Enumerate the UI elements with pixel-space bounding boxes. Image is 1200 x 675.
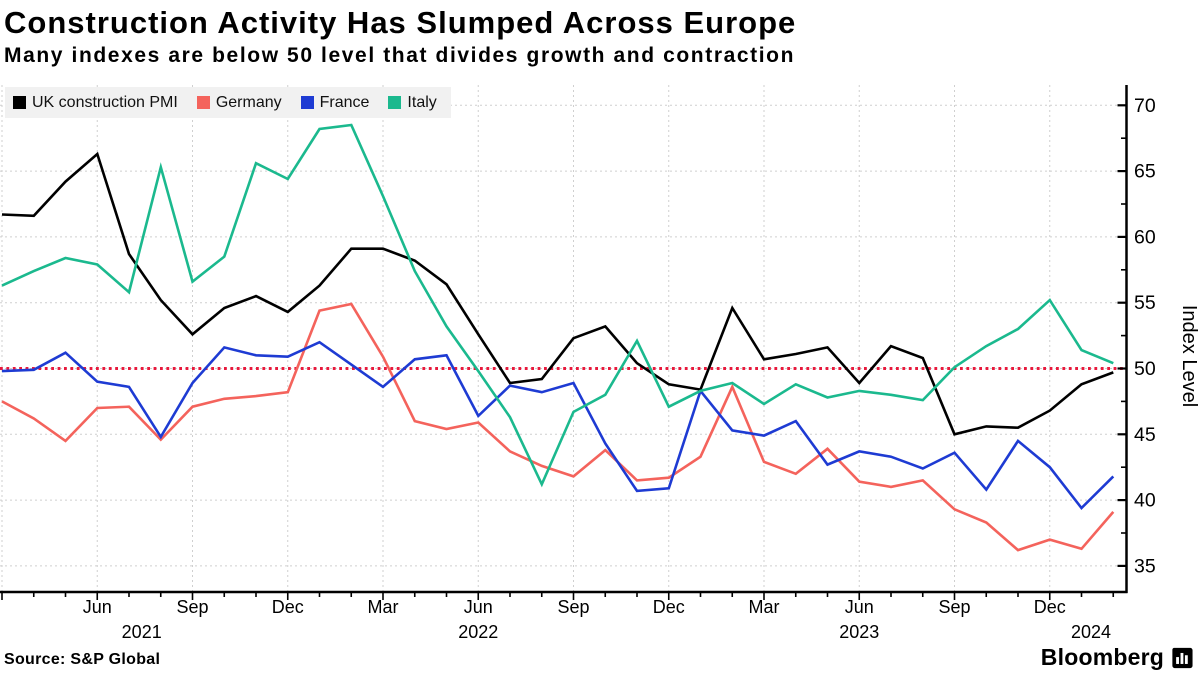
x-tick-label: Dec: [1034, 597, 1066, 617]
legend-item-france: France: [300, 93, 370, 112]
y-tick-label: 65: [1134, 161, 1156, 183]
x-year-label: 2022: [458, 622, 498, 642]
y-tick-label: 55: [1134, 292, 1156, 314]
legend-label-italy: Italy: [407, 93, 437, 111]
y-tick-label: 35: [1134, 555, 1156, 577]
legend-swatch-germany: [196, 96, 210, 109]
legend-swatch-uk: [13, 96, 26, 109]
legend-label-france: France: [319, 93, 370, 111]
chart-subtitle: Many indexes are below 50 level that div…: [4, 44, 796, 67]
x-year-label: 2023: [839, 622, 879, 642]
x-tick-label: Dec: [653, 597, 685, 617]
y-tick-label: 70: [1134, 95, 1156, 117]
x-year-label: 2024: [1071, 622, 1111, 642]
x-tick-label: Sep: [176, 597, 208, 617]
bloomberg-wordmark: Bloomberg: [1040, 644, 1164, 670]
x-tick-label: Mar: [749, 597, 780, 617]
bloomberg-chart-icon: [1172, 647, 1193, 668]
x-tick-label: Sep: [557, 597, 589, 617]
series-line-italy: [1, 123, 1114, 488]
x-year-label: 2021: [122, 622, 162, 642]
legend-item-uk: UK construction PMI: [13, 94, 178, 112]
y-tick-label: 40: [1134, 490, 1156, 512]
y-tick-label: 50: [1134, 358, 1156, 380]
legend-item-italy: Italy: [388, 93, 437, 112]
legend-label-uk: UK construction PMI: [32, 93, 178, 111]
legend-label-germany: Germany: [215, 93, 282, 111]
legend-swatch-france: [300, 96, 314, 109]
legend-item-germany: Germany: [196, 93, 282, 112]
x-tick-label: Sep: [938, 597, 970, 617]
x-tick-label: Dec: [272, 597, 304, 617]
x-tick-label: Mar: [368, 597, 399, 617]
chart-legend: UK construction PMI Germany France Italy: [5, 87, 451, 118]
series-line-uk-construction-pmi: [1, 151, 1114, 436]
chart-title: Construction Activity Has Slumped Across…: [4, 5, 797, 40]
y-axis-title: Index Level: [1178, 305, 1200, 407]
series-line-germany: [1, 302, 1115, 552]
x-tick-label: Jun: [464, 597, 493, 617]
legend-swatch-italy: [388, 96, 402, 109]
bloomberg-logo: Bloomberg: [1041, 644, 1193, 671]
source-text: Source: S&P Global: [4, 651, 161, 668]
x-tick-label: Jun: [845, 597, 874, 617]
y-tick-label: 45: [1134, 424, 1156, 446]
y-tick-label: 60: [1134, 226, 1156, 248]
series-line-france: [1, 340, 1115, 510]
x-tick-label: Jun: [83, 597, 112, 617]
